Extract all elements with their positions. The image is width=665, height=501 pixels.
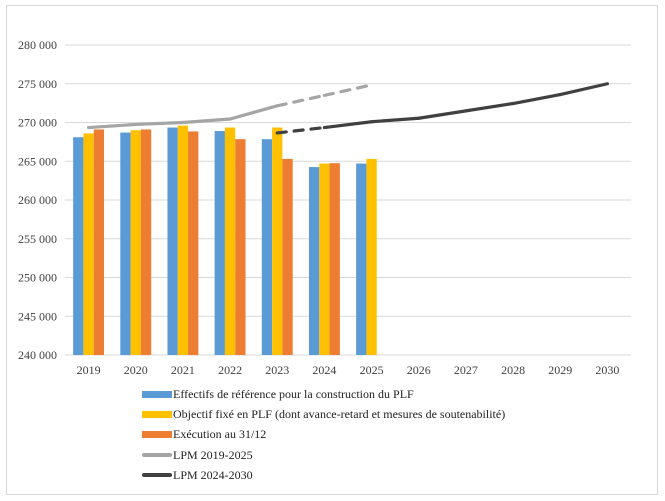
- y-tick-label: 270 000: [18, 116, 57, 130]
- x-tick-label: 2024: [312, 363, 336, 377]
- x-tick-label: 2030: [595, 363, 619, 377]
- x-tick-label: 2025: [360, 363, 384, 377]
- x-tick-label: 2020: [124, 363, 148, 377]
- bar: [308, 167, 320, 355]
- bar: [356, 163, 367, 355]
- line-segment: [228, 104, 279, 121]
- x-tick-label: 2023: [265, 363, 289, 377]
- line-segment: [181, 117, 232, 125]
- x-tick-label: 2022: [218, 363, 242, 377]
- y-tick-label: 260 000: [18, 193, 57, 207]
- y-tick-label: 245 000: [18, 309, 57, 323]
- bar: [272, 127, 283, 355]
- chart-frame: [6, 5, 658, 495]
- legend-item: Effectifs de référence pour la construct…: [142, 384, 505, 404]
- bar: [224, 127, 236, 355]
- bar: [235, 139, 246, 355]
- x-tick-label: 2019: [77, 363, 101, 377]
- legend-swatch-blue: [142, 390, 172, 398]
- legend-swatch-gray-line: [142, 453, 172, 458]
- legend-label: LPM 2019-2025: [173, 447, 253, 462]
- x-tick-label: 2027: [454, 363, 478, 377]
- bar: [167, 127, 178, 355]
- line-segment: [275, 93, 327, 108]
- legend-label: Objectif fixé en PLF (dont avance-retard…: [173, 406, 506, 421]
- gridlines: [65, 44, 631, 356]
- y-tick-label: 255 000: [18, 232, 57, 246]
- bar: [93, 129, 105, 355]
- bar: [120, 132, 131, 355]
- line-segment: [369, 116, 421, 124]
- legend-label: LPM 2024-2030: [173, 467, 253, 482]
- legend-item: Objectif fixé en PLF (dont avance-retard…: [142, 404, 505, 424]
- line-segment: [511, 92, 562, 106]
- line-segment: [322, 83, 374, 97]
- legend: Effectifs de référence pour la construct…: [142, 384, 505, 485]
- bar: [261, 139, 273, 355]
- line-segment: [275, 125, 327, 135]
- x-axis-ticks: 2019 2020 2021 2022 2023 2024 2025 2026 2027 2028…: [77, 363, 620, 377]
- bars: [73, 125, 377, 355]
- line-segment: [86, 122, 138, 130]
- bar: [214, 131, 225, 355]
- x-tick-label: 2026: [407, 363, 431, 377]
- bar: [319, 163, 330, 355]
- legend-label: Effectifs de référence pour la construct…: [173, 386, 414, 401]
- line-segment: [322, 120, 374, 130]
- line-segment: [134, 120, 185, 127]
- bar: [130, 130, 141, 355]
- legend-label: Exécution au 31/12: [173, 427, 267, 442]
- bar: [329, 163, 340, 355]
- bar: [366, 158, 377, 355]
- y-tick-label: 265 000: [18, 154, 57, 168]
- x-tick-label: 2021: [171, 363, 195, 377]
- legend-swatch-orange: [142, 431, 172, 439]
- y-axis-ticks: 240 000 245 000 250 000 255 000 260 000 265 0…: [18, 38, 57, 362]
- x-tick-label: 2028: [501, 363, 525, 377]
- bar: [282, 158, 293, 355]
- y-tick-label: 275 000: [18, 77, 57, 91]
- legend-item: Exécution au 31/12: [142, 425, 505, 445]
- y-tick-label: 240 000: [18, 348, 57, 362]
- bar: [140, 129, 152, 355]
- bar: [73, 137, 84, 355]
- x-tick-label: 2029: [548, 363, 572, 377]
- lines: [86, 82, 610, 135]
- y-tick-label: 280 000: [18, 38, 57, 52]
- line-segment: [558, 82, 610, 97]
- legend-swatch-dark-line: [142, 473, 172, 478]
- bar: [177, 125, 189, 355]
- y-tick-label: 250 000: [18, 271, 57, 285]
- legend-item: LPM 2019-2025: [142, 445, 505, 465]
- legend-item: LPM 2024-2030: [142, 465, 505, 485]
- bar: [83, 133, 94, 355]
- bar: [188, 131, 199, 355]
- line-segment: [464, 101, 515, 113]
- line-segment: [417, 109, 468, 120]
- legend-swatch-yellow: [142, 410, 172, 418]
